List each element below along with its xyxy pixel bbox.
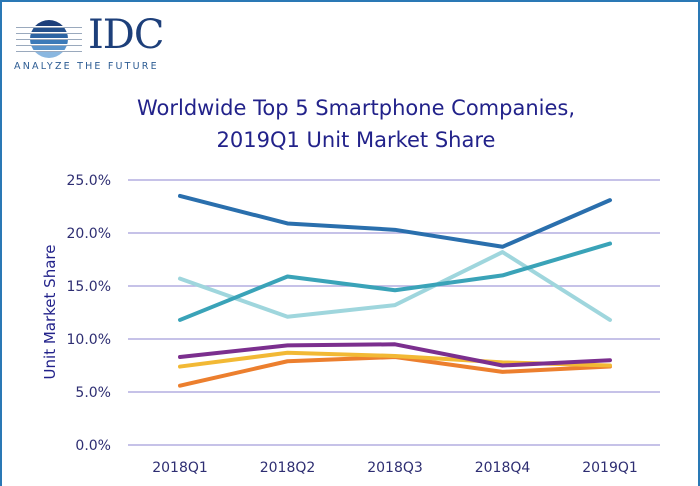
series-purple-line	[178, 342, 612, 368]
series-dark-blue-line	[178, 193, 612, 249]
idc-wordmark: IDC	[88, 12, 164, 58]
chart-title-line-2: 2019Q1 Unit Market Share	[216, 128, 496, 152]
y-tick-label: 10.0%	[67, 332, 111, 348]
y-tick-label: 25.0%	[67, 173, 111, 189]
x-tick-label: 2019Q1	[582, 460, 638, 476]
x-tick-label: 2018Q3	[367, 460, 423, 476]
gridlines	[128, 179, 660, 446]
y-axis-label: Unit Market Share	[41, 245, 59, 380]
y-tick-label: 5.0%	[75, 385, 111, 401]
x-axis-ticks: 2018Q1 2018Q2 2018Q3 2018Q4 2019Q1	[152, 460, 638, 476]
y-tick-label: 15.0%	[67, 279, 111, 295]
series-light-blue-line	[178, 250, 612, 322]
series-lines	[178, 193, 612, 388]
x-tick-label: 2018Q2	[260, 460, 316, 476]
idc-logo: IDC ANALYZE THE FUTURE	[14, 12, 174, 76]
x-tick-label: 2018Q1	[152, 460, 208, 476]
x-tick-label: 2018Q4	[475, 460, 531, 476]
series-teal-line	[178, 241, 612, 322]
y-tick-label: 20.0%	[67, 226, 111, 242]
logo-tagline: ANALYZE THE FUTURE	[14, 61, 159, 72]
series-orange-line	[178, 355, 612, 388]
idc-globe-icon	[16, 20, 82, 58]
chart-title-line-1: Worldwide Top 5 Smartphone Companies,	[136, 96, 576, 120]
y-axis-ticks: 0.0% 5.0% 10.0% 15.0% 20.0% 25.0%	[67, 173, 111, 454]
y-tick-label: 0.0%	[75, 438, 111, 454]
